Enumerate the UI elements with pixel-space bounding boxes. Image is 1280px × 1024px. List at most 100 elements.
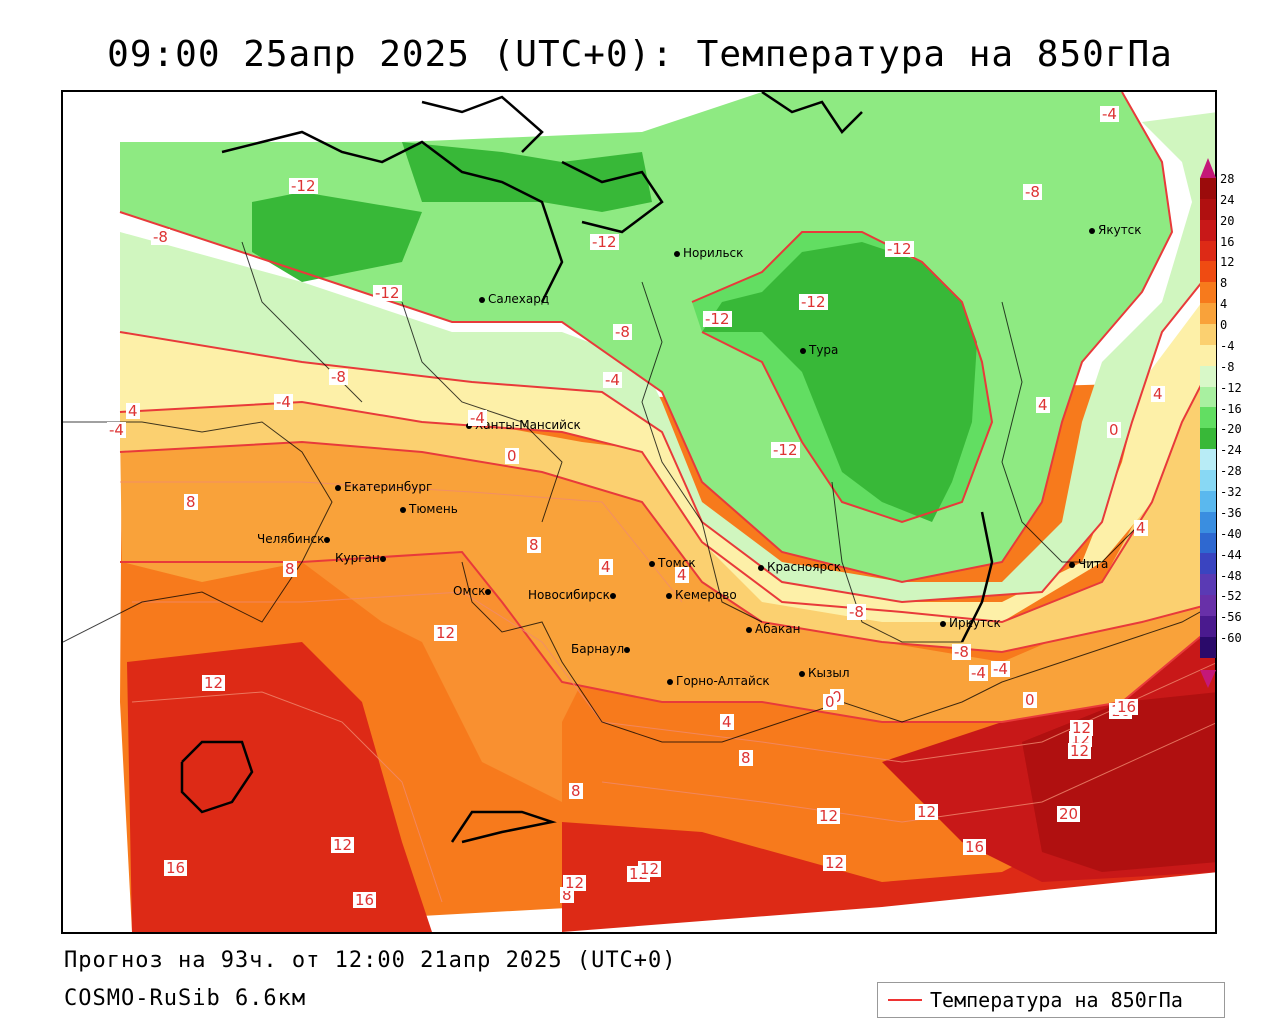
scale-label: -16	[1220, 401, 1242, 416]
isotherm-value-label: 4	[720, 713, 734, 731]
scale-segment	[1200, 470, 1216, 491]
scale-label: -36	[1220, 505, 1242, 520]
city-dot-icon	[649, 560, 655, 567]
scale-segment	[1200, 344, 1216, 366]
isotherm-value-label: 0	[505, 447, 519, 465]
scale-segment	[1200, 219, 1216, 241]
isotherm-value-label: -8	[847, 603, 866, 621]
isotherm-value-label: -12	[703, 310, 732, 328]
city-dot-icon	[940, 620, 946, 627]
city-tyumen[interactable]: Тюмень	[400, 502, 458, 516]
city-tomsk[interactable]: Томск	[649, 556, 696, 570]
isotherm-value-label: 0	[823, 693, 837, 711]
isotherm-value-label: -12	[289, 177, 318, 195]
scale-label: -20	[1220, 422, 1242, 437]
temperature-map[interactable]: Норильск Якутск Салехард Тура Ханты-Манс…	[61, 90, 1217, 934]
isotherm-value-label: 12	[446, 932, 469, 934]
city-norilsk[interactable]: Норильск	[674, 246, 743, 260]
isotherm-value-label: -8	[952, 643, 971, 661]
isotherm-value-label: 8	[184, 493, 198, 511]
isotherm-value-label: -8	[151, 228, 170, 246]
isotherm-value-label: 8	[569, 782, 583, 800]
city-dot-icon	[335, 484, 341, 491]
forecast-info: Прогноз на 93ч. от 12:00 21апр 2025 (UTC…	[64, 948, 677, 973]
scale-label: -32	[1220, 485, 1242, 500]
city-omsk[interactable]: Омск	[453, 584, 494, 598]
city-salekhard[interactable]: Салехард	[479, 292, 549, 306]
isotherm-value-label: -4	[969, 664, 988, 682]
scale-segment	[1200, 365, 1216, 387]
isotherm-value-label: 12	[202, 674, 226, 692]
scale-label: 12	[1220, 255, 1235, 270]
legend-line-icon	[888, 999, 922, 1001]
city-dot-icon	[379, 555, 386, 562]
isotherm-value-label: -8	[613, 323, 632, 341]
city-barnaul[interactable]: Барнаул	[571, 642, 633, 656]
city-kyzyl[interactable]: Кызыл	[799, 666, 850, 680]
isotherm-value-label: 4	[1134, 519, 1148, 537]
scale-top-arrow	[1200, 158, 1216, 178]
isotherm-value-label: 12	[563, 874, 587, 892]
admin-borders	[63, 241, 1215, 743]
scale-label: -4	[1220, 338, 1235, 353]
scale-label: 4	[1220, 297, 1228, 312]
isotherm-value-label: 0	[1107, 421, 1121, 439]
city-yakutsk[interactable]: Якутск	[1089, 223, 1142, 237]
coastline	[180, 92, 994, 844]
isotherm-value-label: 12	[434, 624, 458, 642]
isotherm-value-label: 12	[331, 836, 355, 854]
isotherm-value-label: 4	[126, 402, 140, 420]
isotherm-value-label: 12	[823, 854, 847, 872]
city-chelyabinsk[interactable]: Челябинск	[257, 532, 333, 546]
city-irkutsk[interactable]: Иркутск	[940, 616, 1001, 630]
scale-segment	[1200, 490, 1216, 512]
scale-label: -60	[1220, 631, 1242, 646]
scale-label: 0	[1220, 318, 1228, 333]
legend-box: Температура на 850гПа	[877, 982, 1225, 1018]
scale-segment	[1200, 574, 1216, 596]
scale-label: 16	[1220, 234, 1235, 249]
scale-bottom-arrow	[1200, 670, 1216, 688]
city-dot-icon	[609, 592, 616, 599]
scale-segment	[1200, 324, 1216, 345]
city-novosibirsk[interactable]: Новосибирск	[528, 588, 619, 602]
isotherm-value-label: -4	[107, 421, 126, 439]
isotherm-value-label: -12	[590, 233, 619, 251]
city-dot-icon	[1089, 227, 1095, 234]
scale-label: -56	[1220, 610, 1242, 625]
scale-label: 28	[1220, 172, 1235, 186]
city-dot-icon	[485, 588, 492, 595]
city-dot-icon	[746, 626, 752, 633]
isotherm-value-label: -4	[991, 660, 1010, 678]
isotherm-value-label: 8	[739, 749, 753, 767]
temperature-fill	[120, 92, 1215, 932]
isotherm-lines	[119, 92, 1215, 723]
city-kemerovo[interactable]: Кемерово	[666, 588, 737, 602]
isotherm-value-label: -12	[771, 441, 800, 459]
scale-label: 20	[1220, 213, 1235, 228]
city-chita[interactable]: Чита	[1069, 557, 1108, 571]
map-title: 09:00 25апр 2025 (UTC+0): Температура на…	[107, 34, 1173, 75]
isotherm-value-label: 8	[283, 560, 297, 578]
isotherm-value-label: 16	[353, 891, 377, 909]
scale-label: 8	[1220, 276, 1228, 291]
scale-segment	[1200, 616, 1216, 637]
scale-label: -40	[1220, 526, 1242, 541]
city-krasnoyarsk[interactable]: Красноярск	[758, 560, 841, 574]
city-gorno-altaysk[interactable]: Горно-Алтайск	[667, 674, 770, 688]
scale-label: -24	[1220, 443, 1242, 458]
city-abakan[interactable]: Абакан	[746, 622, 800, 636]
scale-label: 24	[1220, 192, 1235, 207]
scale-segment	[1200, 511, 1216, 533]
scale-segment	[1200, 532, 1216, 554]
city-dot-icon	[800, 347, 806, 354]
city-kurgan[interactable]: Курган	[335, 551, 389, 565]
isotherm-value-label: 12	[915, 803, 939, 821]
isotherm-value-label: 16	[1115, 698, 1139, 716]
isotherm-value-label: 16	[164, 859, 188, 877]
isotherm-value-label: -4	[603, 371, 622, 389]
isotherm-value-label: 4	[675, 566, 689, 584]
city-yekaterinburg[interactable]: Екатеринбург	[335, 480, 432, 494]
city-dot-icon	[758, 564, 764, 571]
city-tura[interactable]: Тура	[800, 343, 838, 357]
